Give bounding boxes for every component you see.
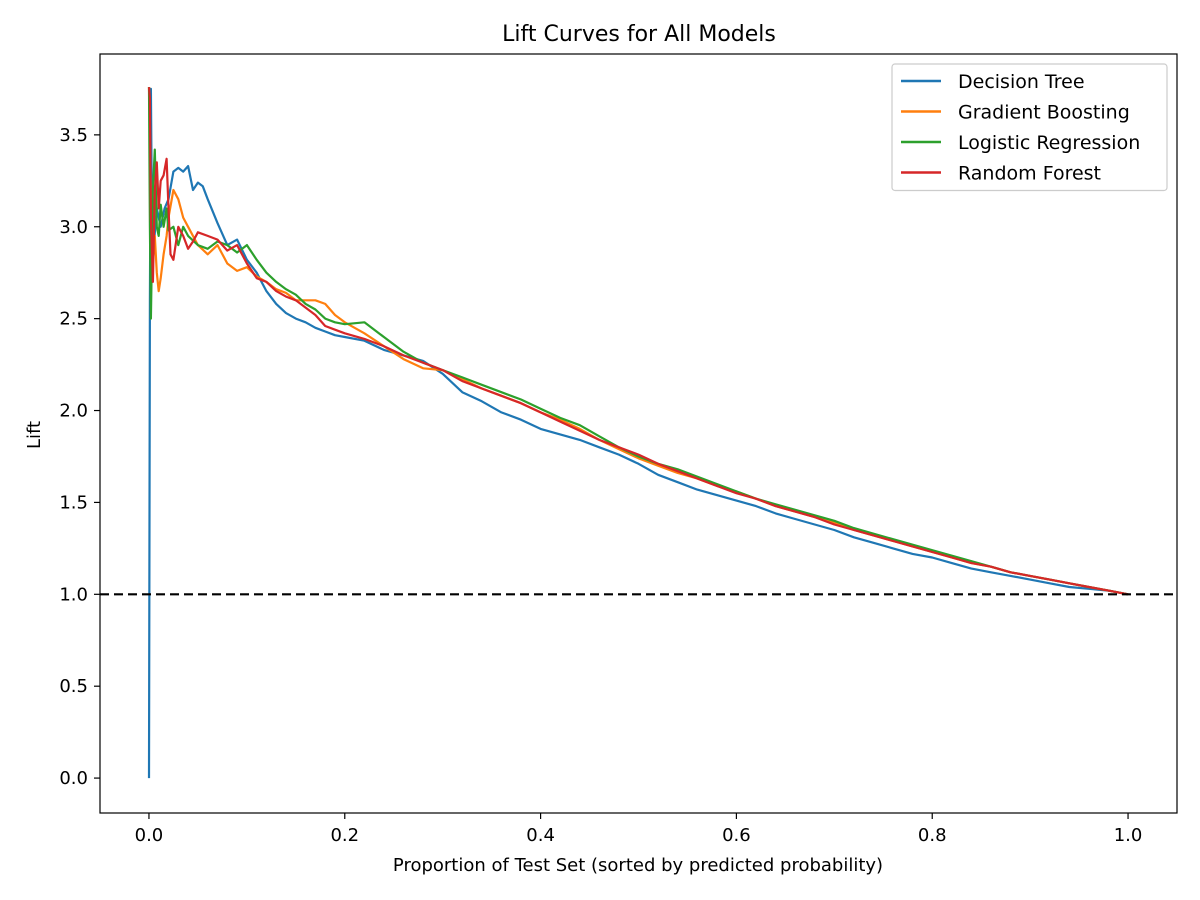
y-tick-label: 3.0 <box>59 217 88 238</box>
plot-area <box>100 87 1177 779</box>
series-line-random-forest <box>147 87 1129 596</box>
legend-label: Random Forest <box>958 163 1101 185</box>
x-tick-label: 0.4 <box>526 825 555 846</box>
plot-frame <box>99 53 1178 814</box>
y-tick-label: 2.0 <box>59 401 88 422</box>
axis-ticks: 0.0 0.2 0.4 0.6 0.8 1.0 0.0 0.5 1.0 1.5 2.0 2.5 3.0 3… <box>59 125 1142 846</box>
y-tick-label: 1.5 <box>59 492 88 513</box>
y-tick-label: 2.5 <box>59 309 88 330</box>
y-tick-label: 3.5 <box>59 125 88 146</box>
x-tick-label: 0.8 <box>918 825 947 846</box>
x-axis-label: Proportion of Test Set (sorted by predic… <box>393 855 883 876</box>
legend-label: Decision Tree <box>958 71 1085 93</box>
y-axis-label: Lift <box>24 421 45 449</box>
x-tick-label: 0.0 <box>135 825 164 846</box>
legend-label: Gradient Boosting <box>958 102 1130 124</box>
legend-label: Logistic Regression <box>958 132 1140 154</box>
legend-box <box>891 63 1168 192</box>
x-tick-label: 0.2 <box>330 825 359 846</box>
y-tick-label: 0.0 <box>59 768 88 789</box>
y-tick-label: 0.5 <box>59 676 88 697</box>
series-line-decision-tree <box>147 87 1129 779</box>
legend: Decision Tree Gradient Boosting Logistic R… <box>891 63 1168 192</box>
y-tick-label: 1.0 <box>59 584 88 605</box>
x-tick-label: 1.0 <box>1114 825 1143 846</box>
chart-title: Lift Curves for All Models <box>502 22 776 47</box>
x-tick-label: 0.6 <box>722 825 751 846</box>
